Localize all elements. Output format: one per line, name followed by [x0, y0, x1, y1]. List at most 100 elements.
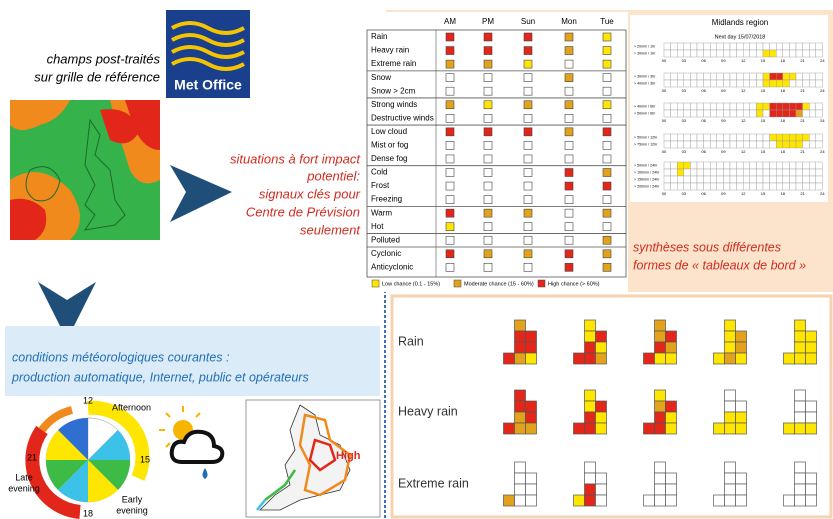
clock-label: evening — [8, 483, 40, 493]
caption-line: champs post-traités — [47, 51, 161, 66]
hour-cell — [750, 134, 757, 141]
hour-cell — [770, 43, 777, 50]
hour-label: 06 — [701, 149, 706, 154]
hour-cell — [776, 141, 783, 148]
risk-cell — [565, 196, 573, 204]
hour-cell — [704, 80, 711, 87]
hour-cell — [684, 176, 691, 183]
legend-swatch — [454, 280, 461, 287]
hour-cell — [704, 110, 711, 117]
hour-cell — [756, 162, 763, 169]
rainfall-map — [10, 100, 160, 240]
hour-label: 03 — [682, 149, 687, 154]
hour-cell — [697, 73, 704, 80]
hour-cell — [664, 169, 671, 176]
hour-cell — [664, 183, 671, 190]
glyph-cell — [515, 473, 526, 484]
hour-cell — [717, 169, 724, 176]
hour-label: 00 — [662, 191, 667, 196]
glyph-cell — [655, 495, 666, 506]
glyph-cell — [515, 320, 526, 331]
hour-cell — [750, 176, 757, 183]
risk-cell — [524, 60, 532, 68]
risk-cell — [446, 263, 454, 271]
hour-cell — [671, 169, 678, 176]
hour-label: 00 — [662, 118, 667, 123]
glyph-cell — [526, 495, 537, 506]
hour-cell — [803, 43, 810, 50]
glyph-cell — [504, 423, 515, 434]
hour-cell — [664, 141, 671, 148]
glyph-cell — [596, 412, 607, 423]
glyph-cell — [784, 353, 795, 364]
glyph-cell — [655, 342, 666, 353]
glyph-cell — [795, 473, 806, 484]
hour-cell — [776, 103, 783, 110]
hour-cell — [756, 169, 763, 176]
row-label: Destructive winds — [371, 113, 434, 122]
glyph-cell — [655, 462, 666, 473]
glyph-cell — [515, 342, 526, 353]
glyph-row-label: Rain — [398, 334, 424, 348]
glyph-cell — [596, 495, 607, 506]
risk-table: AMPMSunMonTueRainHeavy rainExtreme rainS… — [367, 17, 626, 287]
glyph-cell — [596, 331, 607, 342]
hour-cell — [723, 169, 730, 176]
hour-cell — [789, 176, 796, 183]
hour-cell — [763, 141, 770, 148]
hour-cell — [783, 134, 790, 141]
risk-cell — [565, 250, 573, 258]
hour-cell — [756, 110, 763, 117]
hour-cell — [737, 183, 744, 190]
hour-label: 24 — [820, 191, 825, 196]
hour-cell — [770, 73, 777, 80]
hour-cell — [671, 134, 678, 141]
hour-label: 03 — [682, 88, 687, 93]
hour-cell — [809, 80, 816, 87]
hour-cell — [763, 183, 770, 190]
hour-cell — [783, 162, 790, 169]
risk-cell — [446, 87, 454, 95]
risk-cell — [565, 155, 573, 163]
hour-cell — [776, 169, 783, 176]
hour-cell — [684, 141, 691, 148]
hour-cell — [770, 176, 777, 183]
hour-cell — [710, 103, 717, 110]
hour-cell — [704, 183, 711, 190]
clock-label: 21 — [27, 452, 37, 462]
hour-cell — [750, 103, 757, 110]
glyph-cell — [725, 462, 736, 473]
hour-label: 09 — [721, 191, 726, 196]
hour-cell — [677, 110, 684, 117]
hour-cell — [730, 134, 737, 141]
row-label: Cold — [371, 168, 387, 177]
risk-cell — [484, 74, 492, 82]
glyph-cell — [725, 401, 736, 412]
risk-cell — [603, 155, 611, 163]
risk-cell — [524, 209, 532, 217]
glyph-cell — [666, 495, 677, 506]
row-label: Polluted — [371, 235, 400, 244]
hour-cell — [803, 162, 810, 169]
column-header: Mon — [561, 17, 577, 26]
caption-line: sur grille de référence — [34, 69, 160, 84]
risk-cell — [524, 47, 532, 55]
hour-cell — [723, 80, 730, 87]
glyph-cell — [596, 423, 607, 434]
glyph-cell — [585, 462, 596, 473]
risk-cell — [446, 182, 454, 190]
hour-cell — [664, 176, 671, 183]
hour-cell — [671, 183, 678, 190]
risk-cell — [484, 101, 492, 109]
hour-label: 21 — [800, 88, 805, 93]
hour-cell — [743, 141, 750, 148]
risk-cell — [446, 141, 454, 149]
hour-cell — [690, 50, 697, 57]
risk-cell — [446, 114, 454, 122]
risk-cell — [446, 236, 454, 244]
risk-cell — [446, 155, 454, 163]
glyph-cell — [526, 473, 537, 484]
hour-cell — [684, 73, 691, 80]
risk-cell — [446, 196, 454, 204]
hour-cell — [750, 43, 757, 50]
